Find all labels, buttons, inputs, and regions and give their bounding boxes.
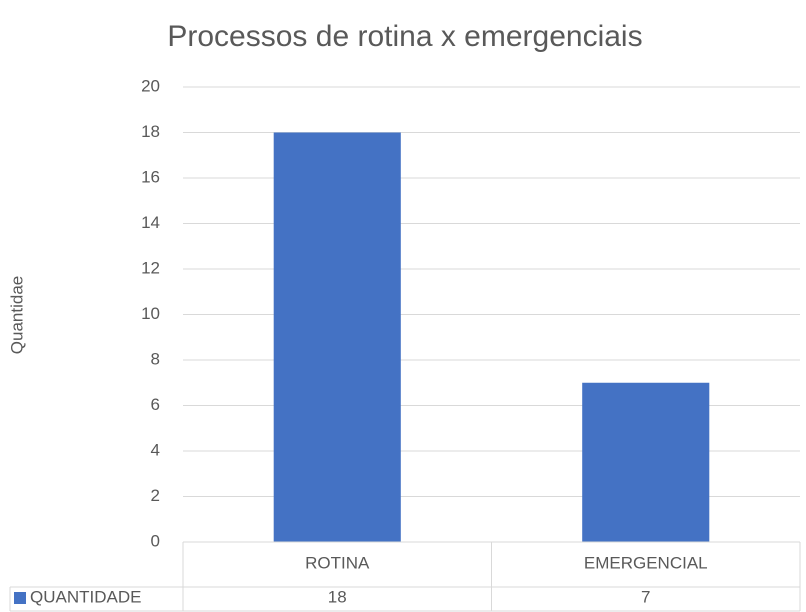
y-axis-label: Quantidae [7,276,26,354]
x-tick-label: EMERGENCIAL [584,553,708,572]
x-tick-label: ROTINA [305,553,370,572]
y-tick-label: 10 [141,304,160,323]
bar [582,382,710,542]
chart-title: Processos de rotina x emergenciais [167,20,642,53]
table-value: 18 [328,587,347,606]
y-tick-label: 14 [141,213,160,232]
y-tick-label: 4 [151,440,160,459]
y-tick-label: 20 [141,76,160,95]
y-tick-label: 16 [141,167,160,186]
y-tick-label: 2 [151,486,160,505]
y-tick-label: 18 [141,122,160,141]
y-tick-label: 0 [151,531,160,550]
legend-label: QUANTIDADE [30,587,141,606]
y-tick-label: 8 [151,349,160,368]
y-tick-label: 6 [151,395,160,414]
y-tick-label: 12 [141,258,160,277]
table-value: 7 [641,587,650,606]
legend-swatch [14,592,26,604]
bar [273,132,401,542]
